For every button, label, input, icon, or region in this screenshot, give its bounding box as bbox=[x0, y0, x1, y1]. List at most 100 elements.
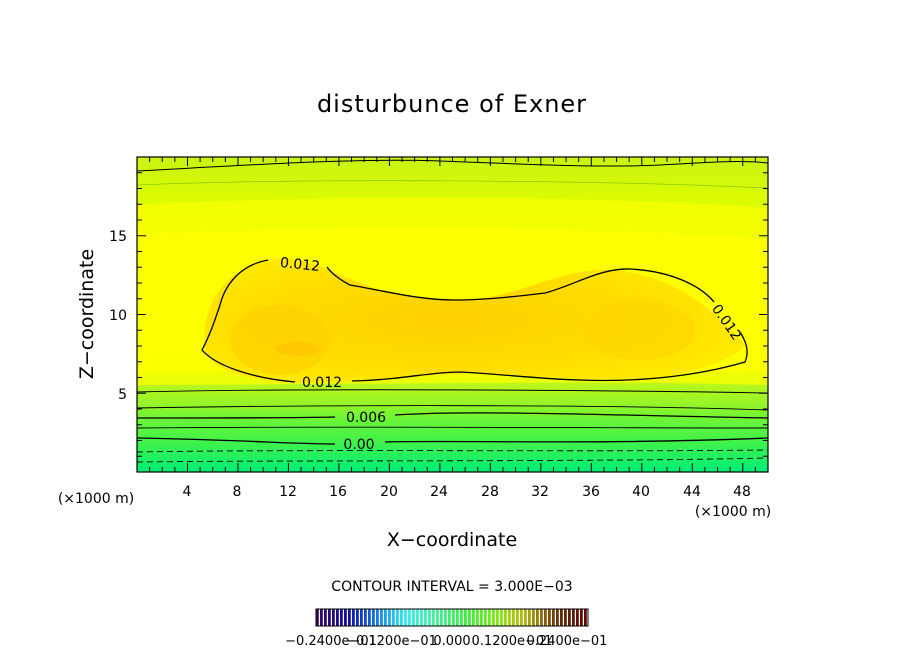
colorbar-label: 0.1200e−01 bbox=[472, 634, 553, 649]
contour-interval-label: CONTOUR INTERVAL = 3.000E−03 bbox=[331, 579, 572, 595]
colorbar-swatch bbox=[316, 609, 319, 626]
colorbar-swatch bbox=[456, 609, 459, 626]
colorbar-swatch bbox=[336, 609, 339, 626]
colorbar-swatch bbox=[564, 609, 567, 626]
colorbar-swatch bbox=[404, 609, 407, 626]
colorbar-swatch bbox=[428, 609, 431, 626]
colorbar-swatch bbox=[484, 609, 487, 626]
x-tick-label: 32 bbox=[531, 484, 549, 500]
colorbar-swatch bbox=[584, 609, 587, 626]
x-tick-marks bbox=[149, 157, 756, 472]
x-unit-left: (×1000 m) bbox=[58, 491, 134, 507]
colorbar-swatch bbox=[448, 609, 451, 626]
colorbar-swatch bbox=[516, 609, 519, 626]
colorbar-swatch bbox=[536, 609, 539, 626]
colorbar-swatch bbox=[332, 609, 335, 626]
colorbar-swatch bbox=[568, 609, 571, 626]
contour-label: 0.006 bbox=[346, 410, 386, 426]
colorbar-swatch bbox=[420, 609, 423, 626]
colorbar-swatch bbox=[368, 609, 371, 626]
colorbar-swatch bbox=[556, 609, 559, 626]
colorbar-swatch bbox=[532, 609, 535, 626]
colorbar-swatch bbox=[356, 609, 359, 626]
contour-label: 0.00 bbox=[343, 437, 374, 453]
colorbar-swatch bbox=[324, 609, 327, 626]
contour-label: 0.012 bbox=[302, 375, 342, 391]
contour-0-003 bbox=[137, 426, 768, 429]
colorbar-swatch bbox=[396, 609, 399, 626]
colorbar-swatch bbox=[472, 609, 475, 626]
x-tick-label: 28 bbox=[481, 484, 499, 500]
x-tick-label: 20 bbox=[380, 484, 398, 500]
colorbar-swatch bbox=[548, 609, 551, 626]
colorbar-swatch bbox=[440, 609, 443, 626]
x-tick-label: 12 bbox=[279, 484, 297, 500]
x-tick-label: 44 bbox=[683, 484, 701, 500]
colorbar-label: 0.2400e−01 bbox=[527, 634, 608, 649]
colorbar-swatch bbox=[416, 609, 419, 626]
colorbar-swatch bbox=[452, 609, 455, 626]
colorbar-swatch bbox=[344, 609, 347, 626]
colorbar-labels: −0.2400e−01 −0.1200e−01 0.000 0.1200e−01… bbox=[285, 634, 607, 649]
colorbar-swatch bbox=[524, 609, 527, 626]
colorbar-swatch bbox=[320, 609, 323, 626]
colorbar-swatch bbox=[376, 609, 379, 626]
field-blob-core bbox=[230, 305, 330, 375]
colorbar bbox=[316, 609, 587, 626]
colorbar-swatch bbox=[364, 609, 367, 626]
field-blob-core-2 bbox=[585, 300, 695, 360]
colorbar-swatch bbox=[328, 609, 331, 626]
colorbar-swatch bbox=[528, 609, 531, 626]
colorbar-swatch bbox=[444, 609, 447, 626]
contour-0-007 bbox=[137, 405, 768, 411]
x-tick-label: 8 bbox=[233, 484, 242, 500]
colorbar-swatch bbox=[572, 609, 575, 626]
colorbar-swatch bbox=[576, 609, 579, 626]
contour-0-006 bbox=[137, 412, 768, 419]
colorbar-swatch bbox=[552, 609, 555, 626]
colorbar-swatch bbox=[560, 609, 563, 626]
colorbar-swatch bbox=[540, 609, 543, 626]
y-tick-label: 5 bbox=[118, 387, 127, 403]
colorbar-swatch bbox=[372, 609, 375, 626]
colorbar-swatch bbox=[468, 609, 471, 626]
colorbar-swatch bbox=[436, 609, 439, 626]
contour-labels: 0.012 0.012 0.012 0.006 0.00 bbox=[279, 255, 744, 453]
x-unit-right: (×1000 m) bbox=[695, 504, 771, 520]
colorbar-swatch bbox=[512, 609, 515, 626]
colorbar-label: −0.1200e−01 bbox=[345, 634, 437, 649]
field-blob-max bbox=[276, 342, 320, 356]
contour-label: 0.012 bbox=[279, 255, 321, 275]
colorbar-swatch bbox=[352, 609, 355, 626]
colorbar-label: 0.000 bbox=[433, 634, 470, 649]
colorbar-swatch bbox=[492, 609, 495, 626]
x-tick-label: 24 bbox=[430, 484, 448, 500]
colorbar-swatch bbox=[464, 609, 467, 626]
colorbar-swatch bbox=[392, 609, 395, 626]
colorbar-swatch bbox=[520, 609, 523, 626]
colorbar-swatch bbox=[400, 609, 403, 626]
colorbar-swatch bbox=[340, 609, 343, 626]
colorbar-swatch bbox=[500, 609, 503, 626]
colorbar-swatch bbox=[480, 609, 483, 626]
colorbar-swatch bbox=[580, 609, 583, 626]
y-tick-labels: 5 10 15 bbox=[109, 229, 127, 403]
colorbar-swatch bbox=[360, 609, 363, 626]
colorbar-swatch bbox=[504, 609, 507, 626]
colorbar-label: −0.2400e−01 bbox=[285, 634, 377, 649]
contour-neg-2 bbox=[137, 457, 768, 463]
colorbar-swatch bbox=[432, 609, 435, 626]
colorbar-swatch bbox=[412, 609, 415, 626]
x-tick-labels: 4 8 12 16 20 24 28 32 36 40 44 48 bbox=[183, 484, 751, 500]
x-tick-label: 40 bbox=[632, 484, 650, 500]
plot-area bbox=[137, 157, 768, 472]
x-axis-label: X−coordinate bbox=[387, 529, 517, 551]
y-axis-label: Z−coordinate bbox=[76, 249, 98, 379]
colorbar-frame bbox=[315, 608, 589, 627]
colorbar-swatch bbox=[408, 609, 411, 626]
colorbar-swatch bbox=[476, 609, 479, 626]
x-tick-label: 48 bbox=[733, 484, 751, 500]
contour-upper-thin bbox=[137, 180, 768, 189]
colorbar-swatch bbox=[488, 609, 491, 626]
